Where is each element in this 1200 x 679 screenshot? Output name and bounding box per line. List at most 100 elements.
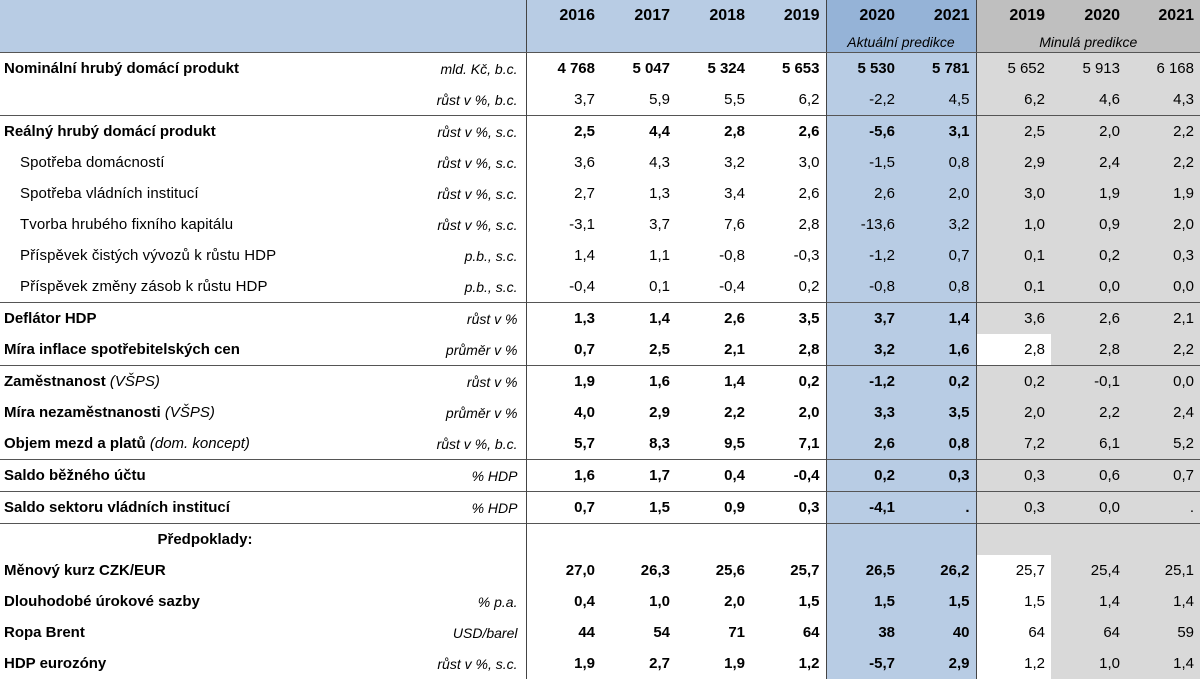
- row-unit: USD/barel: [410, 617, 527, 648]
- table-cell: 0,3: [976, 459, 1051, 492]
- table-cell: 3,0: [976, 178, 1051, 209]
- year-header: 2021: [901, 0, 977, 31]
- table-row: HDP eurozóny růst v %, s.c. 1,9 2,7 1,9 1,2 -5…: [0, 648, 1200, 679]
- table-cell: 2,8: [1051, 334, 1126, 366]
- table-cell: 1,2: [976, 648, 1051, 679]
- table-cell: 5,2: [1126, 428, 1200, 460]
- table-cell: 2,5: [649, 341, 670, 358]
- table-cell: 3,6: [976, 302, 1051, 334]
- table-row: růst v %, b.c. 3,7 5,9 5,5 6,2 -2,2 4,5 6,2 4,6 4…: [0, 84, 1200, 116]
- row-unit: p.b., s.c.: [410, 240, 527, 271]
- table-cell: 2,9: [649, 404, 670, 421]
- table-cell: 27,0: [565, 562, 595, 579]
- table-cell: -13,6: [826, 209, 901, 240]
- table-cell: 2,2: [1126, 334, 1200, 366]
- table-cell: 2,4: [1126, 397, 1200, 428]
- table-cell: 0,8: [901, 428, 977, 460]
- header-caption-row: Aktuální predikce Minulá predikce: [0, 31, 1200, 53]
- row-unit: růst v %, s.c.: [410, 178, 527, 209]
- table-cell: 44: [578, 624, 595, 641]
- table-cell: [1051, 523, 1126, 555]
- table-cell: 6,2: [751, 84, 827, 116]
- row-label: Míra inflace spotřebitelských cen: [4, 341, 240, 358]
- row-unit: [410, 555, 527, 586]
- year-header: 2020: [1051, 0, 1126, 31]
- table-cell: 59: [1126, 617, 1200, 648]
- table-row: Příspěvek změny zásob k růstu HDP p.b., s…: [0, 271, 1200, 303]
- table-cell: 2,1: [724, 341, 745, 358]
- table-cell: 1,5: [976, 586, 1051, 617]
- table-cell: -1,2: [826, 365, 901, 397]
- table-cell: 1,5: [601, 491, 676, 524]
- table-cell: 1,5: [901, 586, 977, 617]
- table-cell: .: [1126, 491, 1200, 524]
- row-unit: průměr v %: [410, 334, 527, 366]
- table-cell: 3,7: [826, 302, 901, 334]
- year-header: 2017: [601, 0, 676, 31]
- table-cell: -2,2: [826, 84, 901, 116]
- table-cell: -5,7: [826, 648, 901, 679]
- table-cell: -1,5: [826, 147, 901, 178]
- table-cell: 5,9: [649, 91, 670, 108]
- year-header: 2018: [676, 0, 751, 31]
- year-header: 2021: [1126, 0, 1200, 31]
- table-row: Saldo běžného účtu% HDP 1,6 1,7 0,4 -0,4 0,2 0…: [0, 459, 1200, 492]
- table-cell: 3,2: [826, 334, 901, 366]
- table-cell: [976, 523, 1051, 555]
- row-unit: % HDP: [410, 459, 527, 492]
- row-unit: růst v %, b.c.: [410, 84, 527, 116]
- table-cell: 2,6: [751, 178, 827, 209]
- table-cell: 2,6: [1051, 302, 1126, 334]
- table-cell: [676, 523, 751, 555]
- table-cell: 0,3: [901, 459, 977, 492]
- table-row: Reálný hrubý domácí produkt růst v %, s.c…: [0, 115, 1200, 147]
- table-cell: 6 168: [1126, 52, 1200, 84]
- table-cell: 0,0: [1126, 365, 1200, 397]
- table-cell: 2,2: [1126, 147, 1200, 178]
- table-cell: 1,4: [676, 365, 751, 397]
- row-label: Deflátor HDP: [4, 310, 97, 327]
- table-cell: 0,2: [826, 459, 901, 492]
- table-cell: 3,4: [724, 185, 745, 202]
- table-cell: 2,1: [1126, 302, 1200, 334]
- table-cell: 2,7: [649, 655, 670, 672]
- table-cell: 3,5: [751, 302, 827, 334]
- row-label-note: (dom. koncept): [149, 435, 250, 452]
- table-cell: 3,2: [724, 154, 745, 171]
- table-cell: 2,8: [751, 334, 827, 366]
- table-cell: 2,9: [976, 147, 1051, 178]
- table-cell: 5,7: [574, 435, 595, 452]
- table-cell: 0,2: [901, 365, 977, 397]
- table-cell: 25,6: [715, 562, 745, 579]
- row-label: Nominální hrubý domácí produkt: [4, 60, 240, 77]
- table-cell: 2,9: [901, 648, 977, 679]
- table-cell: 0,1: [976, 240, 1051, 271]
- table-cell: 25,7: [976, 555, 1051, 586]
- row-label: Příspěvek čistých vývozů k růstu HDP: [20, 247, 277, 264]
- table-cell: 1,6: [526, 459, 601, 492]
- table-cell: 0,0: [1126, 271, 1200, 303]
- row-label-note: (VŠPS): [164, 404, 215, 421]
- table-cell: 1,9: [526, 365, 601, 397]
- table-cell: 4,4: [601, 115, 676, 147]
- table-cell: 1,9: [1051, 178, 1126, 209]
- row-unit: růst v %, s.c.: [410, 147, 527, 178]
- table-row: Předpoklady:: [0, 523, 1200, 555]
- table-cell: 1,1: [649, 247, 670, 264]
- table-cell: 4,6: [1051, 84, 1126, 116]
- table-cell: 1,0: [1051, 648, 1126, 679]
- table-cell: 2,6: [676, 302, 751, 334]
- table-cell: 54: [653, 624, 670, 641]
- table-row: Nominální hrubý domácí produkt mld. Kč, b…: [0, 52, 1200, 84]
- table-cell: 5 652: [976, 52, 1051, 84]
- table-cell: 4,3: [1126, 84, 1200, 116]
- row-label: Spotřeba domácností: [20, 154, 165, 171]
- table-cell: 2,6: [751, 115, 827, 147]
- table-row: Spotřeba vládních institucí růst v %, s.c…: [0, 178, 1200, 209]
- table-cell: 1,3: [649, 185, 670, 202]
- table-cell: 0,3: [1126, 240, 1200, 271]
- table-cell: 1,4: [1051, 586, 1126, 617]
- row-unit: růst v %, s.c.: [410, 209, 527, 240]
- row-label: Saldo sektoru vládních institucí: [4, 499, 230, 516]
- table-cell: 26,5: [826, 555, 901, 586]
